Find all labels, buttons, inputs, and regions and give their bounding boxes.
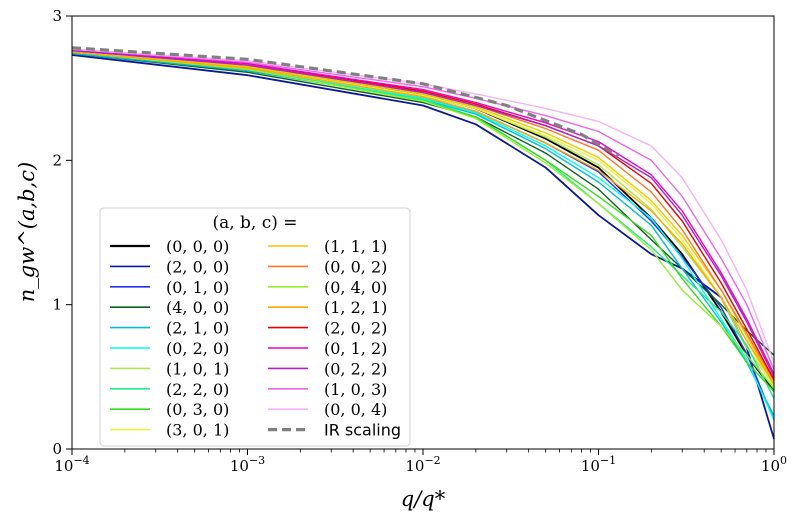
legend-label: (0, 2, 0): [166, 339, 229, 358]
legend-entry-7: (2, 2, 0): [110, 380, 229, 399]
legend-label: (2, 0, 2): [324, 319, 387, 338]
legend-label: (0, 0, 0): [166, 237, 229, 256]
y-axis-label: n_gw^(a,b,c): [15, 162, 39, 303]
legend-entry-15: (0, 1, 2): [268, 339, 387, 358]
legend-label: (1, 0, 1): [166, 359, 229, 378]
x-tick-exponent: −2: [424, 454, 440, 467]
x-tick-label-1: 10−3: [230, 454, 265, 475]
series-line-12: [71, 51, 775, 389]
legend-label: (2, 0, 0): [166, 257, 229, 276]
legend-items: (0, 0, 0)(2, 0, 0) (0, 1, 0)(4, 0, 0) (2, …: [110, 237, 401, 440]
legend-entry-13: (1, 2, 1): [268, 298, 387, 317]
legend-entry-17: (1, 0, 3): [268, 380, 387, 399]
x-tick-base: 10: [54, 457, 73, 475]
y-axis-label-text: n_gw^(a,b,c): [15, 162, 39, 303]
x-tick-label-0: 10−4: [54, 454, 89, 475]
x-tick-exponent: −3: [249, 454, 265, 467]
x-tick-label-4: 100: [761, 454, 787, 475]
x-tick-base: 10: [405, 457, 424, 475]
x-tick-base: 10: [581, 457, 600, 475]
legend-entry-8: (0, 3, 0): [110, 400, 229, 419]
ir-scaling-line: [71, 46, 620, 158]
x-tick-base: 10: [230, 457, 249, 475]
x-tick-exponent: 0: [780, 454, 787, 467]
y-tick-label-2: 2: [52, 151, 62, 169]
legend-title: (a, b, c) =: [212, 213, 297, 233]
legend-entry-1: (2, 0, 0): [110, 257, 229, 276]
series-line-17: [71, 48, 775, 370]
legend-label: (2, 1, 0): [166, 319, 229, 338]
x-tick-label-2: 10−2: [405, 454, 440, 475]
series-layer: [71, 46, 775, 440]
legend-box: [99, 207, 411, 447]
series-line-5: [71, 51, 775, 421]
legend-label: (1, 2, 1): [324, 298, 387, 317]
legend-entry-0: (0, 0, 0): [110, 237, 229, 256]
legend-label: (0, 1, 0): [166, 278, 229, 297]
legend-entry-5: (0, 2, 0): [110, 339, 229, 358]
x-tick-label-3: 10−1: [581, 454, 616, 475]
y-tick-label-3: 3: [52, 7, 62, 25]
legend-entry-12: (0, 4, 0): [268, 278, 387, 297]
series-line-13: [71, 51, 775, 385]
y-tick-label-1: 1: [52, 296, 62, 314]
series-line-15: [71, 49, 775, 375]
legend-label: (3, 0, 1): [166, 421, 229, 440]
legend-entry-11: (0, 0, 2): [268, 257, 387, 276]
x-tick-exponent: −1: [600, 454, 616, 467]
legend-label: (1, 0, 3): [324, 380, 387, 399]
legend-label: (2, 2, 0): [166, 380, 229, 399]
legend-entry-ir: IR scaling: [268, 421, 401, 440]
legend-label: (1, 1, 1): [324, 237, 387, 256]
legend-label: IR scaling: [324, 421, 401, 440]
legend-label: (0, 2, 2): [324, 359, 387, 378]
legend-entry-3: (4, 0, 0): [110, 298, 229, 317]
legend-entry-18: (0, 0, 4): [268, 400, 387, 419]
legend-entry-14: (2, 0, 2): [268, 319, 387, 338]
x-axis-label-text: q/q*: [401, 487, 446, 511]
legend-label: (0, 3, 0): [166, 400, 229, 419]
x-tick-base: 10: [761, 457, 780, 475]
x-axis-label: q/q*: [401, 487, 446, 511]
legend-entry-16: (0, 2, 2): [268, 359, 387, 378]
legend-entry-4: (2, 1, 0): [110, 319, 229, 338]
x-tick-exponent: −4: [73, 454, 89, 467]
legend-label: (0, 0, 2): [324, 257, 387, 276]
y-tick-label-0: 0: [52, 440, 62, 458]
legend-label: (0, 0, 4): [324, 400, 387, 419]
legend-entry-2: (0, 1, 0): [110, 278, 229, 297]
legend-label: (4, 0, 0): [166, 298, 229, 317]
legend-label: (0, 4, 0): [324, 278, 387, 297]
legend-entry-9: (3, 0, 1): [110, 421, 229, 440]
legend: (a, b, c) = (0, 0, 0)(2, 0, 0)(0, 1, 0)(…: [99, 207, 411, 447]
legend-entry-10: (1, 1, 1): [268, 237, 387, 256]
legend-label: (0, 1, 2): [324, 339, 387, 358]
legend-entry-6: (1, 0, 1): [110, 359, 229, 378]
